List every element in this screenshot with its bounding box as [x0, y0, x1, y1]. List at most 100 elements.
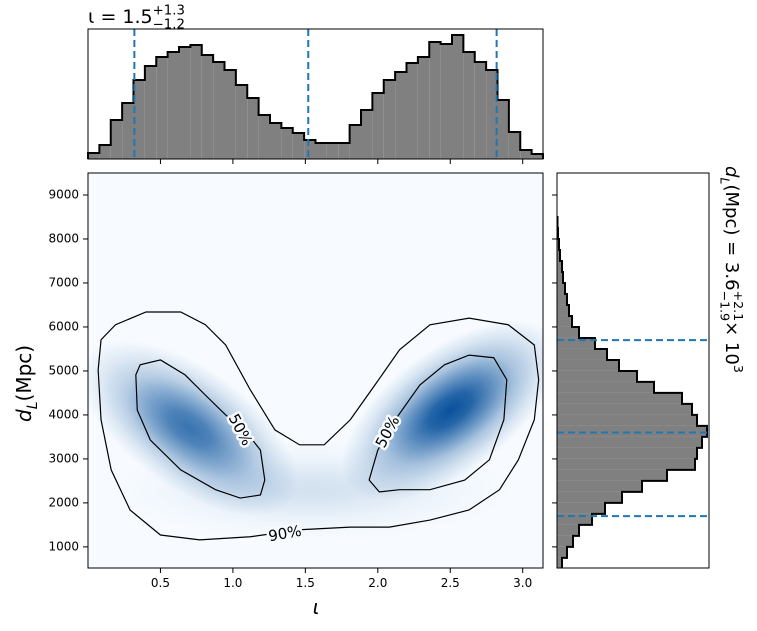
hist-bar [304, 140, 316, 159]
hist-bar [557, 315, 572, 327]
hist-bar [326, 143, 339, 159]
hist-bar [557, 436, 702, 448]
hist-bar [167, 52, 179, 159]
y-tick-label: 4000 [48, 407, 79, 421]
hist-outline [87, 34, 544, 159]
x-tick-label: 0.5 [151, 576, 170, 590]
hist-bar [88, 153, 100, 159]
plot-frame [87, 172, 544, 569]
hist-bar [557, 458, 695, 470]
hist-bar [258, 115, 270, 159]
y-tick-label: 9000 [48, 187, 79, 201]
hist-bar [557, 337, 595, 349]
hist-bar [557, 502, 605, 514]
right-title-part: +2.1 [731, 291, 746, 322]
hist-bar [557, 260, 562, 272]
hist-bar [557, 414, 697, 426]
hist-bar [557, 469, 667, 481]
hist-bar [557, 392, 682, 404]
hist-bar [213, 62, 225, 159]
right-panel-frame [556, 172, 710, 569]
hist-bar [122, 103, 134, 159]
hist-bar [179, 47, 191, 159]
right-title-part: d [721, 166, 742, 178]
right-title-part: × 10 [721, 321, 742, 365]
hist-bar [156, 57, 168, 159]
right-title: dL (Mpc) = 3.6+2.1−1.9 × 103 [718, 166, 747, 373]
y-axis-label-part: d [12, 409, 36, 422]
hist-bar [557, 557, 562, 568]
hist-bar [557, 348, 607, 360]
density-blob [113, 440, 512, 540]
hist-bar [190, 45, 202, 159]
hist-bar [133, 80, 145, 159]
hist-bar [557, 480, 642, 492]
hist-bar [557, 513, 592, 525]
hist-bar [349, 125, 361, 159]
hist-bar [292, 133, 305, 159]
hist-bar [452, 35, 464, 159]
x-axis-label: ι [313, 595, 320, 619]
hist-bar [406, 63, 418, 159]
y-tick-label: 5000 [48, 363, 79, 377]
x-tick-label: 2.5 [441, 576, 460, 590]
hist-bar [508, 132, 521, 159]
hist-bar [372, 93, 384, 159]
right-title-part: L [718, 177, 733, 184]
top-title-part: ι = 1.5 [88, 6, 153, 28]
hist-bar [557, 524, 579, 536]
y-tick-label: 8000 [48, 231, 79, 245]
hist-bar [270, 123, 282, 159]
hist-bar [557, 249, 560, 261]
hist-bar [557, 293, 567, 305]
contour-line [368, 354, 508, 493]
right-title-part: (Mpc) = 3.6 [721, 184, 742, 290]
hist-bar [110, 120, 123, 159]
hist-bar [531, 154, 543, 159]
hist-bar [440, 44, 452, 159]
hist-bar [224, 70, 236, 159]
hist-bar [557, 359, 619, 371]
hist-bar [557, 370, 637, 382]
contour-line [97, 311, 540, 541]
hist-bar [474, 62, 487, 159]
density [88, 311, 543, 541]
hist-bar [463, 52, 475, 159]
hist-bar [520, 150, 532, 159]
y-tick-label: 2000 [48, 495, 79, 509]
hist-bar [235, 85, 248, 159]
hist-bar [361, 110, 373, 159]
x-tick-label: 1.0 [223, 576, 242, 590]
hist-bar [557, 546, 567, 558]
y-tick-label: 7000 [48, 275, 79, 289]
hist-bar [315, 143, 327, 159]
right-title-part: 3 [731, 365, 746, 373]
right-title-part: −1.9 [718, 291, 733, 322]
hist-bar [338, 143, 350, 159]
hist-bar [417, 57, 430, 159]
hist-bar [201, 55, 214, 159]
hist-bar [486, 70, 498, 159]
hist-bar [281, 128, 293, 159]
x-tick-label: 3.0 [513, 576, 532, 590]
contour-line [135, 359, 266, 499]
top-panel-frame [87, 28, 544, 160]
y-tick-label: 1000 [48, 539, 79, 553]
top-title: ι = 1.5 +1.3−1.2 [88, 3, 185, 32]
right-hist [557, 215, 708, 568]
hist-bar [557, 271, 563, 283]
y-axis-label-part: (Mpc) [12, 345, 36, 402]
y-tick-label: 3000 [48, 451, 79, 465]
hist-bar [383, 80, 396, 159]
hist-bar [557, 326, 579, 338]
hist-bar [557, 282, 565, 294]
hist-bar [247, 98, 259, 159]
hist-bar [557, 535, 573, 547]
hist-bar [497, 100, 509, 159]
hist-bar [395, 72, 407, 159]
hist-bar [429, 42, 441, 159]
hist-bar [557, 447, 697, 459]
hist-bar [557, 403, 692, 415]
top-title-part: −1.2 [153, 18, 185, 33]
